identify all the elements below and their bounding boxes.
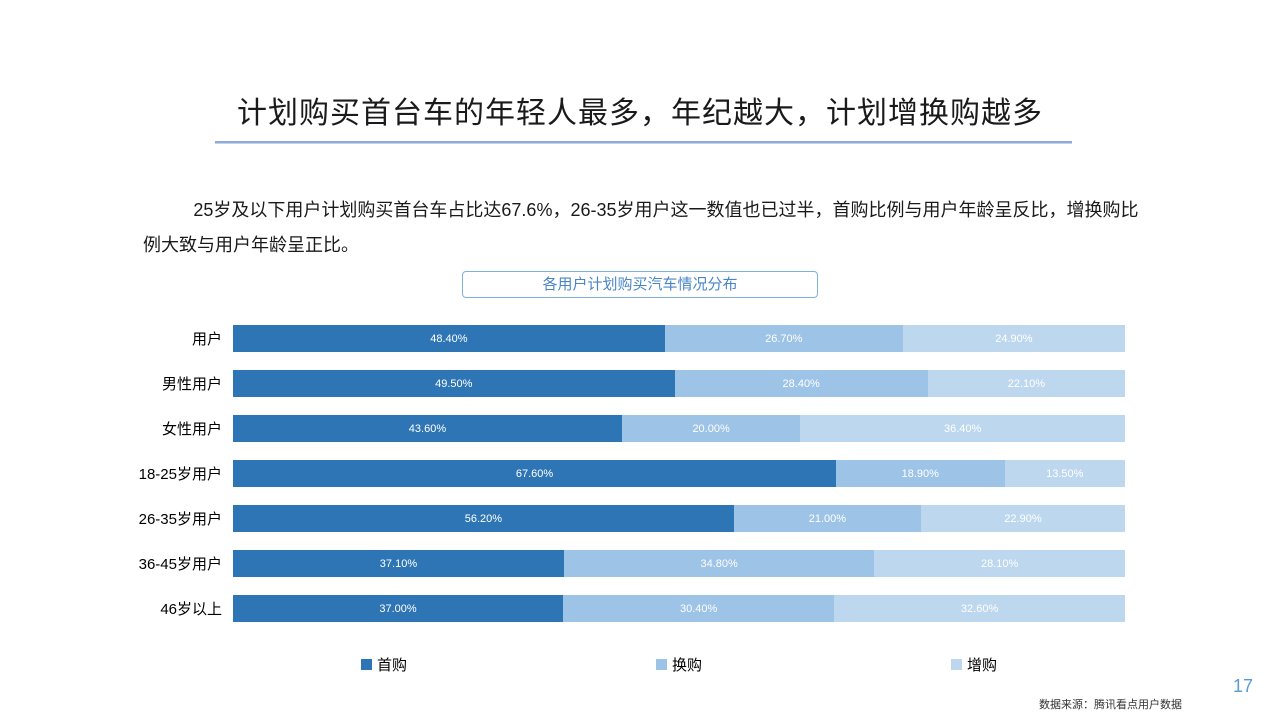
- bar-track: 48.40% 26.70% 24.90%: [233, 325, 1125, 352]
- stacked-bar-chart: 用户 48.40% 26.70% 24.90% 男性用户 49.50% 28.40% 22.1…: [123, 325, 1125, 640]
- bar-segment-additional-purchase: 22.10%: [927, 370, 1125, 397]
- bar-segment-first-purchase: 37.10%: [233, 550, 564, 577]
- bar-segment-replacement-purchase: 20.00%: [621, 415, 801, 442]
- bar-value-label: 18.90%: [901, 467, 939, 480]
- bar-value-label: 22.90%: [1004, 512, 1042, 525]
- legend-label: 换购: [671, 657, 702, 674]
- bar-value-label: 13.50%: [1046, 467, 1084, 480]
- chart-row: 用户 48.40% 26.70% 24.90%: [123, 325, 1125, 352]
- bar-track: 67.60% 18.90% 13.50%: [233, 460, 1125, 487]
- legend-item-additional-purchase: 增购: [950, 654, 997, 675]
- bar-segment-replacement-purchase: 18.90%: [835, 460, 1005, 487]
- title-underline: [215, 141, 1072, 144]
- chart-row: 36-45岁用户 37.10% 34.80% 28.10%: [123, 550, 1125, 577]
- bar-segment-first-purchase: 56.20%: [233, 505, 734, 532]
- chart-row: 18-25岁用户 67.60% 18.90% 13.50%: [123, 460, 1125, 487]
- legend-item-first-purchase: 首购: [361, 654, 407, 675]
- bar-segment-replacement-purchase: 28.40%: [674, 370, 928, 397]
- bar-value-label: 43.60%: [408, 422, 447, 435]
- bar-value-label: 20.00%: [692, 422, 730, 435]
- bar-segment-replacement-purchase: 30.40%: [563, 595, 835, 622]
- category-label: 46岁以上: [160, 601, 222, 618]
- bar-segment-first-purchase: 49.50%: [233, 370, 675, 397]
- chart-legend: 首购 换购 增购: [233, 654, 1125, 675]
- legend-swatch-icon: [950, 659, 962, 670]
- data-source-note: 数据来源：腾讯看点用户数据: [1039, 699, 1182, 711]
- legend-swatch-icon: [361, 659, 372, 670]
- bar-value-label: 67.60%: [515, 467, 554, 480]
- bar-segment-first-purchase: 37.00%: [233, 595, 564, 622]
- bar-value-label: 30.40%: [679, 602, 718, 615]
- bar-value-label: 24.90%: [995, 332, 1033, 345]
- bar-segment-additional-purchase: 24.90%: [902, 325, 1125, 352]
- legend-item-replacement-purchase: 换购: [655, 654, 702, 675]
- category-label: 36-45岁用户: [138, 556, 222, 573]
- bar-segment-additional-purchase: 36.40%: [800, 415, 1125, 442]
- bar-value-label: 22.10%: [1007, 377, 1046, 390]
- chart-title-box: 各用户计划购买汽车情况分布: [462, 271, 818, 298]
- chart-row: 26-35岁用户 56.20% 21.00% 22.90%: [123, 505, 1125, 532]
- bar-track: 37.10% 34.80% 28.10%: [233, 550, 1125, 577]
- bar-value-label: 37.10%: [379, 557, 418, 570]
- chart-row: 女性用户 43.60% 20.00% 36.40%: [123, 415, 1125, 442]
- bar-track: 49.50% 28.40% 22.10%: [233, 370, 1125, 397]
- bar-segment-additional-purchase: 32.60%: [834, 595, 1125, 622]
- category-label: 18-25岁用户: [138, 466, 222, 483]
- slide-title: 计划购买首台车的年轻人最多，年纪越大，计划增换购越多: [237, 97, 1043, 130]
- chart-row: 男性用户 49.50% 28.40% 22.10%: [123, 370, 1125, 397]
- bar-track: 43.60% 20.00% 36.40%: [233, 415, 1125, 442]
- bar-segment-first-purchase: 43.60%: [233, 415, 622, 442]
- bar-value-label: 28.10%: [980, 557, 1019, 570]
- bar-value-label: 56.20%: [464, 512, 503, 525]
- bar-value-label: 34.80%: [700, 557, 738, 570]
- bar-segment-replacement-purchase: 21.00%: [733, 505, 921, 532]
- bar-segment-replacement-purchase: 34.80%: [563, 550, 875, 577]
- chart-title: 各用户计划购买汽车情况分布: [542, 276, 738, 293]
- bar-segment-first-purchase: 48.40%: [233, 325, 665, 352]
- bar-segment-additional-purchase: 22.90%: [920, 505, 1125, 532]
- category-label: 用户: [191, 331, 222, 348]
- bar-track: 37.00% 30.40% 32.60%: [233, 595, 1125, 622]
- bar-value-label: 32.60%: [960, 602, 999, 615]
- bar-segment-replacement-purchase: 26.70%: [664, 325, 903, 352]
- bar-value-label: 48.40%: [430, 332, 468, 345]
- intro-paragraph: 25岁及以下用户计划购买首台车占比达67.6%，26-35岁用户这一数值也已过半…: [143, 200, 1139, 255]
- bar-value-label: 49.50%: [435, 377, 473, 390]
- category-label: 女性用户: [161, 421, 222, 438]
- bar-segment-additional-purchase: 13.50%: [1004, 460, 1125, 487]
- bar-value-label: 36.40%: [943, 422, 982, 435]
- bar-segment-first-purchase: 67.60%: [233, 460, 836, 487]
- bar-value-label: 28.40%: [782, 377, 820, 390]
- bar-value-label: 21.00%: [808, 512, 847, 525]
- legend-label: 首购: [377, 657, 408, 674]
- legend-swatch-icon: [655, 659, 667, 670]
- category-label: 男性用户: [161, 376, 222, 393]
- chart-row: 46岁以上 37.00% 30.40% 32.60%: [123, 595, 1125, 622]
- bar-track: 56.20% 21.00% 22.90%: [233, 505, 1125, 532]
- bar-segment-additional-purchase: 28.10%: [874, 550, 1125, 577]
- page-number: 17: [1232, 676, 1253, 696]
- legend-label: 增购: [966, 657, 997, 674]
- bar-value-label: 37.00%: [379, 602, 417, 615]
- bar-value-label: 26.70%: [765, 332, 803, 345]
- category-label: 26-35岁用户: [138, 511, 222, 528]
